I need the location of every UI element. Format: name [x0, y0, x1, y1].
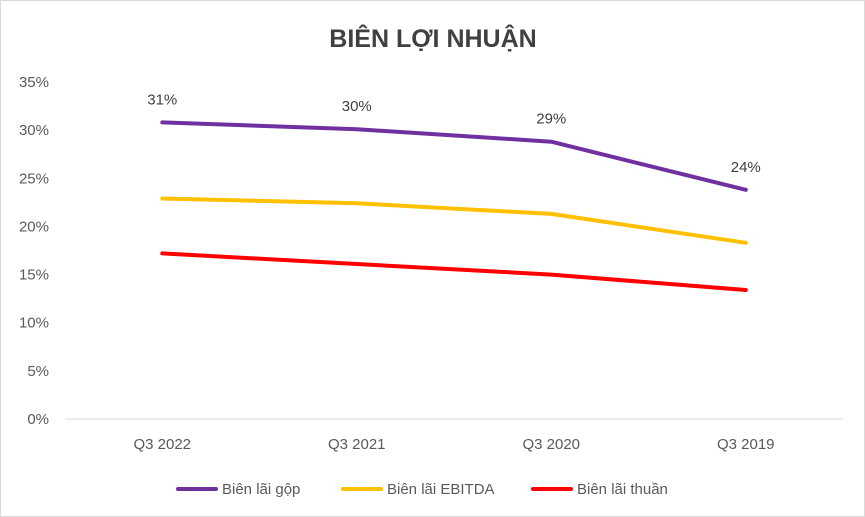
- legend-label: Biên lãi gộp: [222, 481, 300, 498]
- series-line-1: [160, 120, 748, 192]
- y-tick-label: 30%: [19, 122, 49, 139]
- data-labels: 31% 30% 29% 24%: [147, 91, 761, 175]
- y-tick-label: 20%: [19, 218, 49, 235]
- y-tick-label: 35%: [19, 74, 49, 91]
- legend-label: Biên lãi EBITDA: [387, 481, 495, 498]
- y-tick-label: 10%: [19, 315, 49, 332]
- series-line-2: [160, 196, 748, 245]
- x-tick-label: Q3 2022: [133, 436, 191, 453]
- series-line-3: [160, 251, 748, 292]
- legend: Biên lãi gộp Biên lãi EBITDA Biên lãi thuầ…: [176, 481, 668, 498]
- data-label: 30%: [342, 98, 372, 115]
- y-tick-label: 0%: [27, 411, 49, 428]
- series-lines: [160, 120, 748, 292]
- x-tick-label: Q3 2021: [328, 436, 386, 453]
- y-tick-label: 25%: [19, 170, 49, 187]
- x-tick-label: Q3 2019: [717, 436, 775, 453]
- legend-label: Biên lãi thuần: [577, 481, 668, 498]
- data-label: 24%: [731, 159, 761, 176]
- y-tick-label: 5%: [27, 363, 49, 380]
- chart-title: BIÊN LỢI NHUẬN: [329, 23, 536, 53]
- data-label: 29%: [536, 111, 566, 128]
- x-tick-label: Q3 2020: [522, 436, 580, 453]
- data-label: 31%: [147, 91, 177, 108]
- y-axis-tick-labels: 0% 5% 10% 15% 20% 25% 30% 35%: [19, 74, 49, 428]
- y-tick-label: 15%: [19, 267, 49, 284]
- x-axis-tick-labels: Q3 2022 Q3 2021 Q3 2020 Q3 2019: [133, 436, 774, 453]
